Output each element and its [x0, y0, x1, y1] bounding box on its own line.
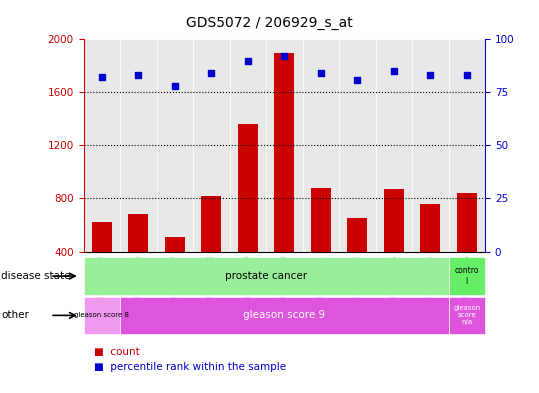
- Text: gleason
score
n/a: gleason score n/a: [453, 305, 480, 325]
- Bar: [339, 39, 376, 252]
- Bar: [274, 53, 294, 305]
- Bar: [128, 215, 148, 305]
- Bar: [448, 39, 485, 252]
- Point: [98, 74, 106, 81]
- Point: [280, 53, 289, 59]
- Bar: [84, 297, 120, 334]
- Bar: [84, 39, 120, 252]
- Bar: [384, 189, 404, 305]
- Text: ■  count: ■ count: [94, 347, 140, 357]
- Bar: [412, 39, 448, 252]
- Point: [462, 72, 471, 79]
- Point: [353, 77, 362, 83]
- Bar: [201, 196, 222, 305]
- Point: [134, 72, 143, 79]
- Bar: [311, 188, 331, 305]
- Point: [316, 70, 325, 76]
- Bar: [165, 237, 185, 305]
- Text: gleason score 9: gleason score 9: [243, 310, 326, 320]
- Bar: [120, 39, 156, 252]
- Text: gleason score 8: gleason score 8: [74, 312, 129, 318]
- Bar: [120, 297, 448, 334]
- Text: disease state: disease state: [1, 271, 71, 281]
- Bar: [448, 257, 485, 295]
- Point: [390, 68, 398, 74]
- Bar: [156, 39, 193, 252]
- Bar: [302, 39, 339, 252]
- Point: [170, 83, 179, 89]
- Bar: [193, 39, 230, 252]
- Text: ■  percentile rank within the sample: ■ percentile rank within the sample: [94, 362, 286, 373]
- Bar: [420, 204, 440, 305]
- Text: contro
l: contro l: [454, 266, 479, 286]
- Bar: [266, 39, 302, 252]
- Text: prostate cancer: prostate cancer: [225, 271, 307, 281]
- Point: [207, 70, 216, 76]
- Point: [426, 72, 434, 79]
- Bar: [376, 39, 412, 252]
- Bar: [238, 124, 258, 305]
- Bar: [92, 222, 112, 305]
- Bar: [347, 219, 368, 305]
- Text: GDS5072 / 206929_s_at: GDS5072 / 206929_s_at: [186, 16, 353, 30]
- Bar: [230, 39, 266, 252]
- Text: other: other: [1, 310, 29, 320]
- Bar: [457, 193, 477, 305]
- Bar: [448, 297, 485, 334]
- Point: [244, 57, 252, 64]
